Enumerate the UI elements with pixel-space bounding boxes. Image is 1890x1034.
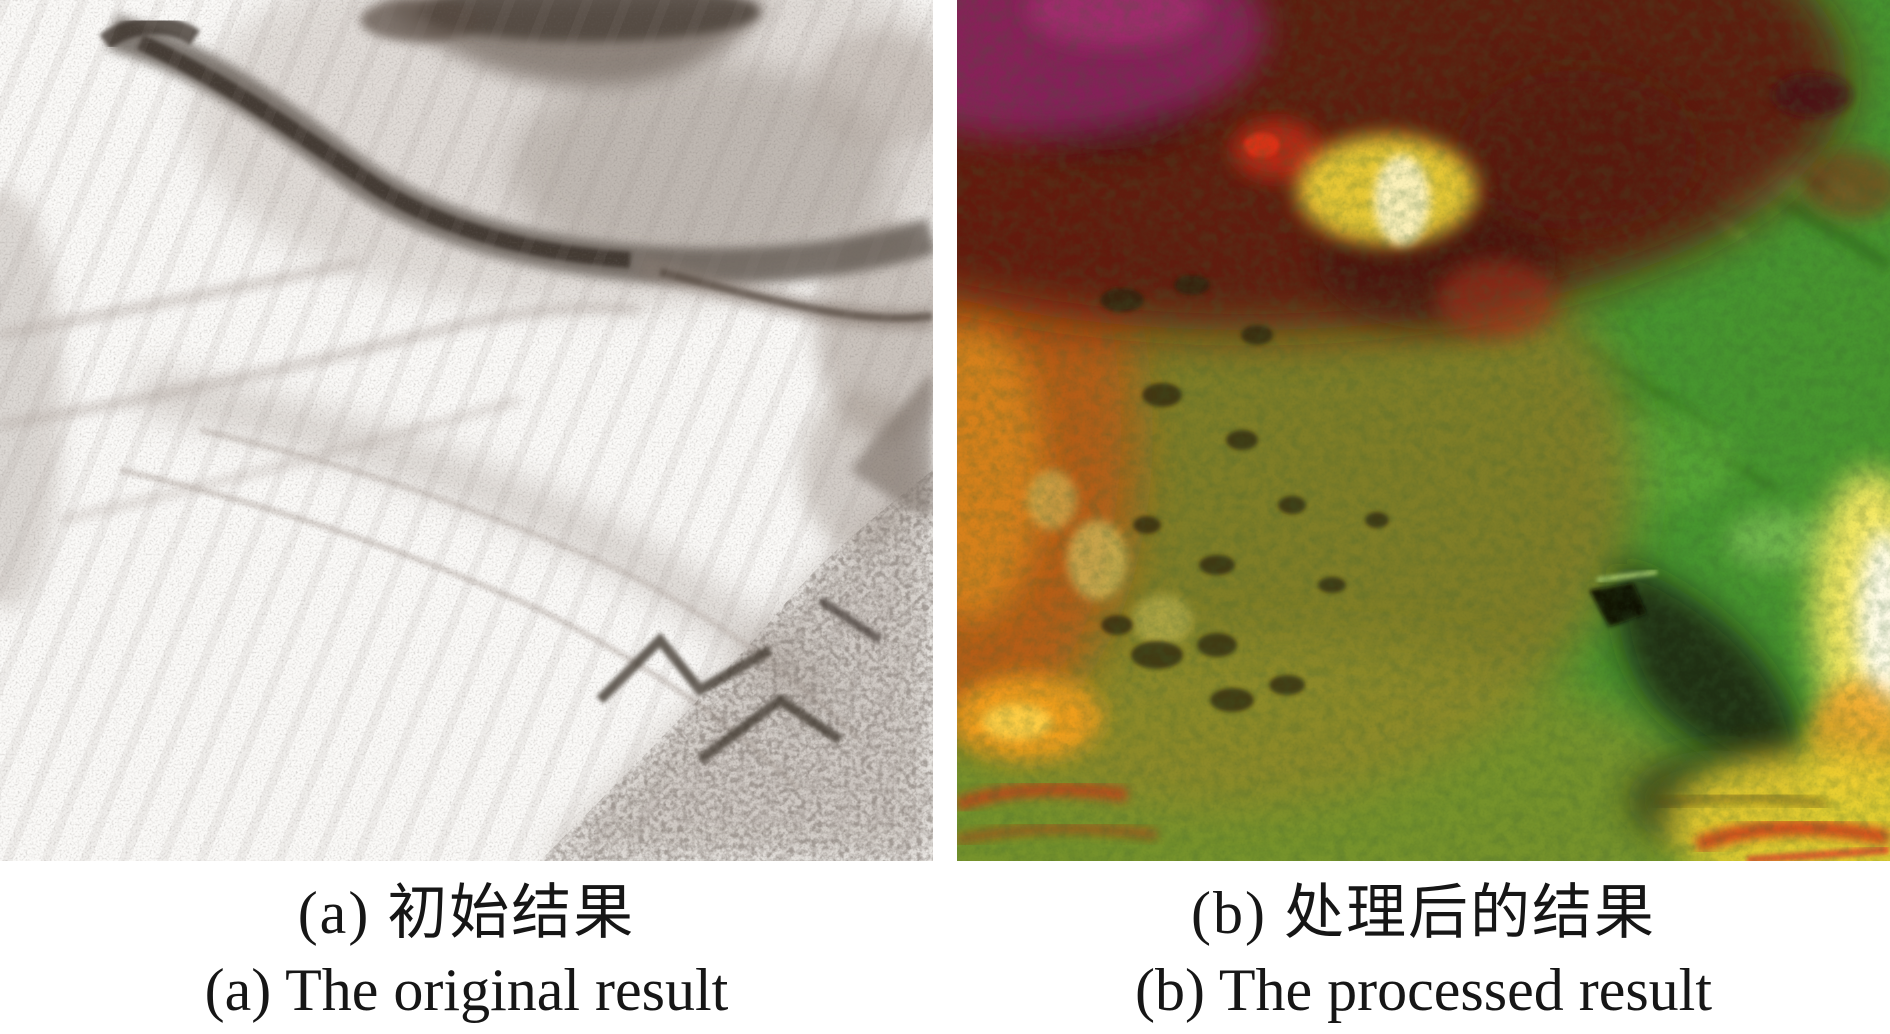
panel-b-caption-zh: (b) 处理后的结果 [1191, 880, 1656, 946]
panel-a [0, 0, 933, 861]
panel-a-image [0, 0, 933, 861]
panel-b-caption-en: (b) The processed result [1134, 957, 1713, 1023]
panel-b [957, 0, 1890, 861]
panel-a-caption-en: (a) The original result [204, 957, 729, 1023]
panel-b-caption: (b) 处理后的结果 (b) The processed result [957, 872, 1890, 1026]
panel-b-image [957, 0, 1890, 861]
panel-a-caption-zh: (a) 初始结果 [297, 880, 636, 946]
panel-a-caption: (a) 初始结果 (a) The original result [0, 872, 933, 1026]
